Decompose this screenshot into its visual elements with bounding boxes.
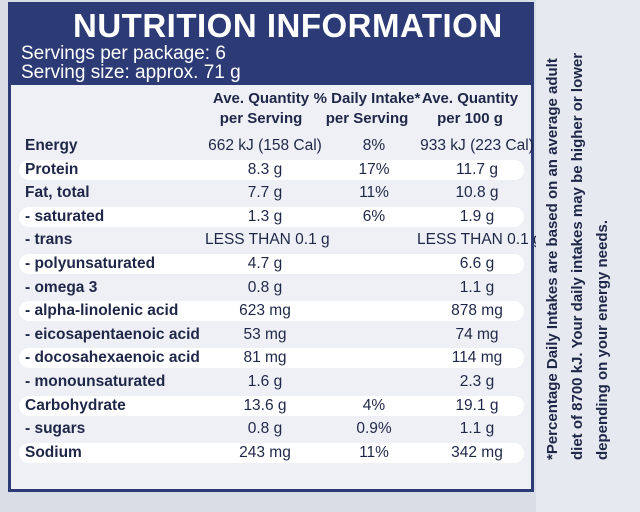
per-100g-value: 1.1 g <box>459 278 495 296</box>
nutrient-name: - sugars <box>25 420 86 438</box>
nutrient-name: - saturated <box>25 207 105 225</box>
per-100g-value: 933 kJ (223 Cal) <box>420 137 534 154</box>
daily-intake-value: 11% <box>359 443 389 461</box>
table-row: Protein 8.3 g 17% 11.7 g <box>19 159 529 183</box>
per-100g-value: 6.6 g <box>459 254 495 272</box>
table-row: Sodium 243 mg 11% 342 mg <box>19 442 529 466</box>
daily-intake-value: 4% <box>362 396 386 414</box>
per-serving-value: 662 kJ (158 Cal) <box>208 137 322 154</box>
table-row: - monounsaturated 1.6 g 2.3 g <box>19 371 529 395</box>
table-row: - alpha-linolenic acid 623 mg 878 mg <box>19 300 529 324</box>
per-100g-value: 74 mg <box>455 325 499 343</box>
per-serving-value: 243 mg <box>239 443 291 461</box>
per-serving-value: 1.6 g <box>247 372 283 390</box>
nutrient-table: Energy 662 kJ (158 Cal) 8% 933 kJ (223 Cal)… <box>19 135 542 466</box>
per-100g-value: 114 mg <box>451 349 503 367</box>
per-serving-value: 0.8 g <box>247 420 283 438</box>
table-row: Energy 662 kJ (158 Cal) 8% 933 kJ (223 Cal) <box>19 135 534 159</box>
per-serving-value: 8.3 g <box>247 160 283 178</box>
nutrient-name: Protein <box>25 160 79 178</box>
panel-title: NUTRITION INFORMATION <box>73 7 503 44</box>
per-100g-value: 11.7 g <box>456 160 498 178</box>
table-row: - polyunsaturated 4.7 g 6.6 g <box>19 253 529 277</box>
row-band <box>19 301 524 322</box>
daily-intake-value: 6% <box>362 207 386 225</box>
nutrient-name: - polyunsaturated <box>25 254 156 272</box>
nutrient-name: Carbohydrate <box>25 396 126 414</box>
table-row: - sugars 0.8 g 0.9% 1.1 g <box>19 418 529 442</box>
footnote-text: *Percentage Daily Intakes are based on a… <box>544 52 611 460</box>
per-serving-value: 4.7 g <box>247 254 283 272</box>
servings-per-package: Servings per package: 6 <box>21 43 226 64</box>
nutrient-name: - eicosapentaenoic acid <box>25 325 200 343</box>
per-100g-value: 1.1 g <box>459 420 495 438</box>
per-serving-value: 13.6 g <box>243 396 287 414</box>
nutrient-name: - alpha-linolenic acid <box>25 302 179 320</box>
nutrient-name: Energy <box>25 137 78 154</box>
per-serving-value: 1.3 g <box>247 207 283 225</box>
row-band <box>19 206 524 227</box>
daily-intake-value: 0.9% <box>356 420 392 438</box>
col-header-per-100g: Ave. Quantity per 100 g <box>421 90 519 127</box>
per-serving-value: 623 mg <box>239 302 291 320</box>
col-header-per-serving: Ave. Quantity per Serving <box>212 90 310 127</box>
per-100g-value: 1.9 g <box>459 207 495 225</box>
row-band <box>19 442 524 463</box>
row-band <box>19 395 524 416</box>
table-row: Fat, total 7.7 g 11% 10.8 g <box>19 182 529 206</box>
per-100g-value: 342 mg <box>451 443 503 461</box>
table-row: - saturated 1.3 g 6% 1.9 g <box>19 206 529 230</box>
per-serving-value: 7.7 g <box>247 184 283 202</box>
per-100g-value: 10.8 g <box>455 184 499 202</box>
row-band <box>19 159 524 180</box>
table-row: - eicosapentaenoic acid 53 mg 74 mg <box>19 324 529 348</box>
table-row: - omega 3 0.8 g 1.1 g <box>19 277 529 301</box>
nutrient-name: - docosahexaenoic acid <box>25 349 200 367</box>
row-band <box>19 253 524 274</box>
daily-intake-value: 8% <box>362 137 386 154</box>
nutrient-name: Fat, total <box>25 184 90 202</box>
per-serving-value: 81 mg <box>243 349 287 367</box>
daily-intake-value: 17% <box>358 160 390 178</box>
nutrient-name: - omega 3 <box>25 278 98 296</box>
col-header-daily-intake: % Daily Intake* per Serving <box>313 90 421 127</box>
per-100g-value: 878 mg <box>451 302 503 320</box>
per-100g-value: LESS THAN 0.1 g <box>417 231 542 249</box>
per-100g-value: 2.3 g <box>459 372 495 390</box>
footnote-panel <box>536 0 640 512</box>
table-row: Carbohydrate 13.6 g 4% 19.1 g <box>19 395 529 419</box>
nutrient-name: - monounsaturated <box>25 372 166 390</box>
row-band <box>19 348 524 369</box>
per-serving-value: 0.8 g <box>247 278 283 296</box>
nutrient-name: - trans <box>25 231 73 249</box>
serving-size: Serving size: approx. 71 g <box>21 62 241 83</box>
per-serving-value: LESS THAN 0.1 g <box>205 231 330 249</box>
nutrition-panel: NUTRITION INFORMATION Servings per packa… <box>8 2 542 492</box>
table-row: - trans LESS THAN 0.1 g LESS THAN 0.1 g <box>19 229 542 253</box>
panel-header: NUTRITION INFORMATION Servings per packa… <box>11 5 531 85</box>
nutrient-name: Sodium <box>25 443 82 461</box>
per-100g-value: 19.1 g <box>455 396 499 414</box>
daily-intake-value: 11% <box>359 184 389 202</box>
per-serving-value: 53 mg <box>243 325 287 343</box>
table-row: - docosahexaenoic acid 81 mg 114 mg <box>19 347 529 371</box>
